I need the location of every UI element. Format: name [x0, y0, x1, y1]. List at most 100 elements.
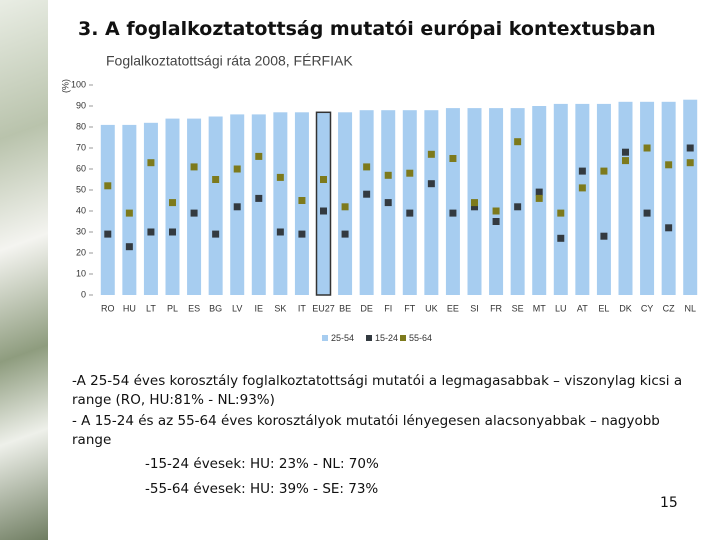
marker — [212, 230, 220, 238]
y-axis-label: (%) — [60, 79, 70, 93]
legend-label: 55-64 — [409, 333, 432, 343]
x-tick-label: NL — [684, 303, 696, 313]
marker — [449, 209, 457, 217]
page-number: 15 — [660, 495, 678, 511]
marker — [147, 228, 155, 236]
x-tick-label: EL — [598, 303, 609, 313]
bar — [640, 101, 655, 295]
legend-swatch — [366, 335, 372, 341]
marker — [147, 159, 155, 167]
marker — [190, 209, 198, 217]
bar — [618, 101, 633, 295]
marker — [276, 173, 284, 181]
flower-photo — [0, 0, 48, 540]
marker — [363, 163, 371, 171]
note: - A 15-24 és az 55-64 éves korosztályok … — [72, 413, 660, 448]
marker — [665, 161, 673, 169]
note: -A 25-54 éves korosztály foglalkoztatott… — [72, 373, 683, 408]
marker — [169, 228, 176, 236]
marker — [643, 144, 651, 152]
x-tick-label: RO — [101, 303, 115, 313]
y-tick-label: 100 — [71, 79, 86, 89]
marker — [406, 209, 414, 217]
marker — [427, 180, 435, 188]
x-tick-label: IT — [298, 303, 307, 313]
bar — [489, 108, 504, 295]
marker — [427, 150, 435, 158]
bar — [683, 99, 698, 295]
marker — [578, 167, 586, 175]
marker — [535, 188, 543, 196]
marker — [535, 194, 543, 202]
x-tick-label: MT — [533, 303, 546, 313]
x-tick-label: DE — [360, 303, 373, 313]
chart-subtitle: Foglalkoztatottsági ráta 2008, FÉRFIAK — [106, 53, 353, 69]
marker — [600, 167, 608, 175]
marker — [492, 207, 500, 215]
x-tick-label: PL — [167, 303, 178, 313]
bar — [596, 103, 611, 296]
bar — [143, 122, 158, 295]
y-tick-label: 40 — [76, 205, 86, 215]
y-tick-label: 10 — [76, 268, 86, 278]
bar — [187, 118, 202, 295]
marker — [514, 203, 522, 211]
x-tick-label: ES — [188, 303, 200, 313]
x-tick-label: EE — [447, 303, 459, 313]
marker — [255, 152, 263, 160]
y-tick-label: 30 — [76, 226, 86, 236]
marker — [341, 230, 349, 238]
marker — [643, 209, 651, 217]
bar — [208, 116, 223, 295]
marker — [298, 230, 306, 238]
marker — [665, 224, 673, 232]
marker — [686, 159, 694, 167]
bar — [575, 103, 590, 296]
x-tick-label: EU27 — [312, 303, 335, 313]
chart: Foglalkoztatottsági ráta 2008, FÉRFIAK (… — [60, 53, 698, 343]
slide-title: 3. A foglalkoztatottság mutatói európai … — [78, 18, 656, 40]
marker — [384, 199, 392, 207]
marker — [384, 171, 392, 179]
x-tick-label: DK — [619, 303, 632, 313]
y-tick-label: 90 — [76, 100, 86, 110]
marker — [104, 182, 112, 190]
marker — [557, 209, 565, 217]
marker — [449, 155, 457, 162]
marker — [320, 176, 327, 183]
x-tick-label: FT — [404, 303, 415, 313]
marker — [233, 165, 241, 173]
marker — [622, 148, 629, 156]
marker — [492, 218, 500, 225]
bar — [445, 108, 460, 295]
x-tick-label: IE — [255, 303, 264, 313]
marker — [557, 234, 565, 242]
y-tick-label: 20 — [76, 247, 86, 257]
marker — [169, 199, 176, 207]
x-tick-label: SK — [274, 303, 286, 313]
legend-label: 25-54 — [331, 333, 354, 343]
marker — [622, 157, 629, 165]
y-tick-label: 80 — [76, 121, 86, 131]
x-tick-label: BE — [339, 303, 351, 313]
legend-swatch — [322, 335, 328, 341]
marker — [686, 144, 694, 152]
x-tick-label: CZ — [663, 303, 675, 313]
marker — [276, 228, 284, 236]
bar — [359, 110, 374, 295]
bar — [315, 111, 332, 296]
marker — [125, 243, 133, 251]
marker — [320, 207, 327, 215]
bar — [165, 118, 180, 295]
y-tick-label: 0 — [81, 289, 86, 299]
bar — [510, 108, 525, 295]
marker — [125, 209, 133, 217]
bar — [251, 114, 266, 296]
x-tick-label: BG — [209, 303, 222, 313]
y-tick-label: 60 — [76, 163, 86, 173]
x-tick-label: LU — [555, 303, 567, 313]
legend-swatch — [400, 335, 406, 341]
y-tick-label: 50 — [76, 184, 86, 194]
marker — [341, 203, 349, 211]
marker — [104, 230, 112, 238]
